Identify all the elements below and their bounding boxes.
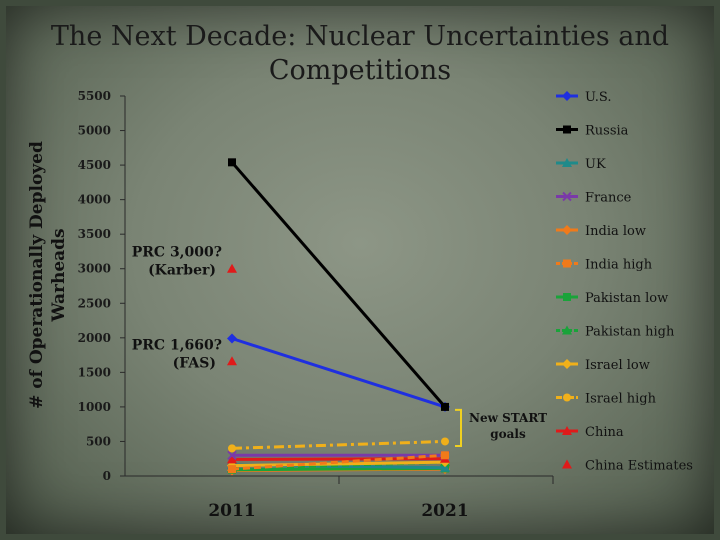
legend-entry: U.S. <box>556 90 611 105</box>
legend-swatch-marker <box>563 125 571 134</box>
legend-label: China Estimates <box>585 459 693 474</box>
legend-label: UK <box>585 157 606 172</box>
x-tick-label: 2021 <box>421 501 468 521</box>
china-estimate-marker <box>227 263 237 273</box>
legend-entry: Pakistan high <box>556 325 675 340</box>
y-tick-label: 0 <box>103 469 111 483</box>
data-point <box>441 402 449 411</box>
china-estimate-label: PRC 3,000? <box>132 245 222 261</box>
legend-label: Pakistan low <box>585 291 668 306</box>
y-tick-label: 4000 <box>78 193 111 207</box>
data-point <box>228 444 236 453</box>
data-point <box>228 158 236 167</box>
data-point <box>440 462 450 472</box>
slide-title: The Next Decade: Nuclear Uncertainties a… <box>0 20 720 88</box>
legend-entry: China <box>556 425 624 440</box>
title-line-1: The Next Decade: Nuclear Uncertainties a… <box>50 21 670 52</box>
legend-swatch-marker <box>563 293 571 301</box>
legend-label: Pakistan high <box>585 325 675 340</box>
legend-swatch-marker <box>563 259 571 268</box>
y-tick-label: 3000 <box>78 262 111 276</box>
new-start-bracket <box>455 408 462 447</box>
legend-label: India low <box>585 224 646 239</box>
legend-entry: India low <box>556 224 646 239</box>
y-tick-label: 3500 <box>78 227 111 241</box>
legend-entry: France <box>556 191 632 206</box>
china-estimate-point: PRC 1,660? (FAS) <box>132 337 237 371</box>
legend-label: Israel low <box>585 358 650 373</box>
legend-swatch-marker <box>562 191 572 202</box>
y-tick-label: 1500 <box>78 365 111 379</box>
legend-label: U.S. <box>585 90 611 105</box>
china-estimate-source: (Karber) <box>148 263 216 279</box>
legend-entry: India high <box>556 258 653 273</box>
legend-entry: UK <box>556 157 606 172</box>
y-tick-label: 1000 <box>78 400 111 414</box>
series-line <box>231 453 446 471</box>
series-line <box>231 439 446 450</box>
legend-label: Israel high <box>585 392 657 407</box>
legend-entry: Pakistan low <box>556 291 668 306</box>
legend-entry: Russia <box>556 124 629 139</box>
legend: U.S. Russia UK France India low India high Pak… <box>556 90 693 474</box>
y-tick-label: 4500 <box>78 158 111 172</box>
legend-label: India high <box>585 258 653 273</box>
legend-swatch-marker <box>563 393 571 402</box>
data-point <box>441 437 449 446</box>
legend-entry: Israel low <box>556 358 650 373</box>
new-start-label-goals: goals <box>490 427 526 441</box>
china-estimate-point: PRC 3,000? (Karber) <box>132 245 237 279</box>
x-tick-label: 2011 <box>208 501 255 521</box>
y-tick-label: 5000 <box>78 124 111 138</box>
y-tick-label: 500 <box>86 434 111 448</box>
legend-swatch-marker <box>562 91 572 101</box>
slide-background <box>6 6 714 534</box>
legend-swatch-marker <box>562 426 572 435</box>
legend-label: Russia <box>585 124 629 139</box>
legend-swatch-marker <box>562 359 572 369</box>
china-estimate-source: (FAS) <box>173 355 216 371</box>
data-point <box>227 333 237 344</box>
legend-swatch-marker <box>562 158 572 167</box>
series-line <box>230 161 447 408</box>
legend-label: France <box>585 191 632 206</box>
y-axis-label-line-2: Warheads <box>49 228 69 322</box>
series-line <box>231 460 446 468</box>
series-israel-high <box>228 437 449 453</box>
y-tick-label: 2500 <box>78 296 111 310</box>
legend-entry: China Estimates <box>562 459 693 474</box>
legend-swatch-marker <box>562 459 572 469</box>
data-point <box>441 451 449 460</box>
legend-entry: Israel high <box>556 392 657 407</box>
china-estimate-marker <box>227 356 237 366</box>
series-line <box>231 337 446 409</box>
y-tick-label: 5500 <box>78 89 111 103</box>
y-tick-label: 2000 <box>78 331 111 345</box>
series-russia <box>228 158 449 411</box>
legend-swatch-marker <box>562 225 572 235</box>
legend-swatch-marker <box>562 325 572 335</box>
y-axis-label: # of Operationally Deployed Warheads <box>27 141 69 409</box>
data-point <box>228 465 236 474</box>
china-estimate-label: PRC 1,660? <box>132 337 222 353</box>
y-axis-label-line-1: # of Operationally Deployed <box>27 141 47 409</box>
title-line-2: Competitions <box>268 55 452 86</box>
legend-label: China <box>585 425 624 440</box>
series-india-high <box>228 451 449 474</box>
data-point <box>227 454 237 464</box>
data-point <box>227 450 237 460</box>
new-start-label: New START <box>469 411 547 425</box>
